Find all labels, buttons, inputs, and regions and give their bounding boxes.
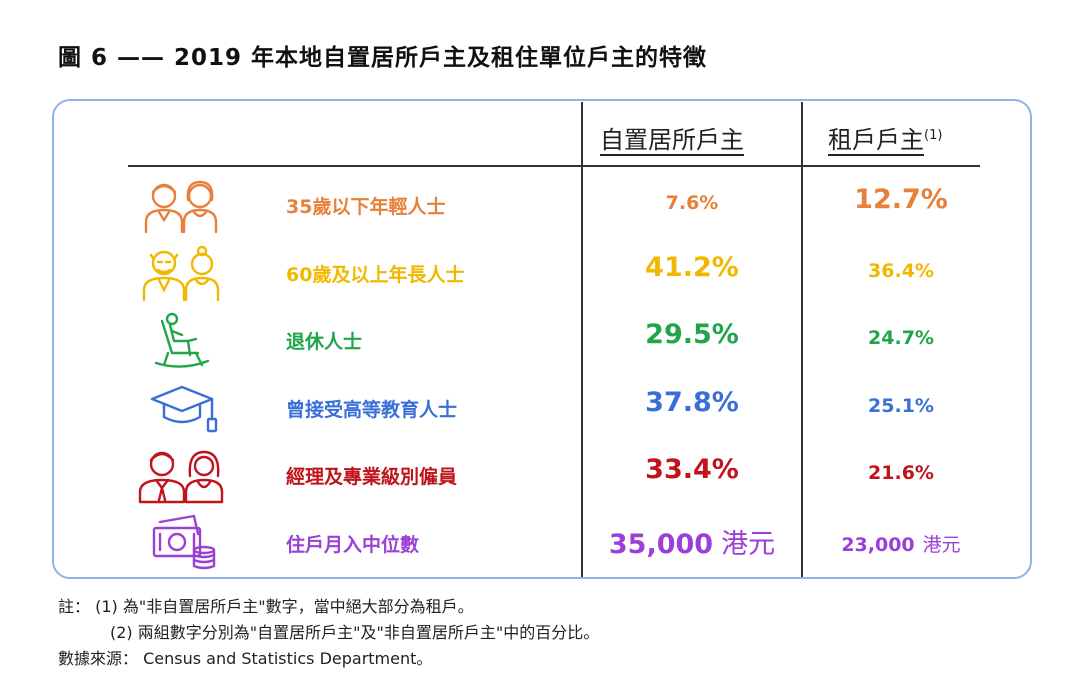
graduation-cap-icon: [132, 379, 232, 437]
footnote-1-text: (1) 為"非自置居所戶主"數字，當中絕大部分為租戶。: [95, 597, 474, 616]
owner-value-number: 37.8%: [645, 386, 739, 418]
table-panel: [52, 99, 1032, 579]
footnote-2: (2) 兩組數字分別為"自置居所戶主"及"非自置居所戶主"中的百分比。: [58, 620, 599, 646]
owner-value-number: 41.2%: [645, 251, 739, 283]
owner-value: 41.2%: [584, 252, 800, 283]
owner-value-number: 29.5%: [645, 319, 739, 351]
elderly-people-icon: [132, 244, 232, 302]
renter-value-number: 23,000: [841, 534, 915, 556]
table-row: 35歲以下年輕人士 7.6% 12.7%: [0, 172, 1080, 238]
row-label: 退休人士: [286, 331, 363, 354]
renter-value-number: 12.7%: [854, 184, 948, 215]
renter-value-number: 21.6%: [868, 462, 934, 485]
column-header-renter-label: 租戶戶主: [828, 126, 924, 154]
source-label: 數據來源：: [58, 649, 139, 668]
row-label: 經理及專業級別僱員: [286, 466, 458, 489]
column-divider-1: [581, 102, 583, 577]
page-title: 圖 6 —— 2019 年本地自置居所戶主及租住單位戶主的特徵: [58, 45, 708, 71]
rocking-chair-icon: [132, 311, 232, 369]
owner-value-unit: 港元: [721, 529, 776, 560]
footnotes: 註： (1) 為"非自置居所戶主"數字，當中絕大部分為租戶。 (2) 兩組數字分…: [58, 594, 599, 672]
renter-value-number: 24.7%: [868, 327, 934, 350]
owner-value-number: 7.6%: [665, 192, 719, 214]
row-label: 曾接受高等教育人士: [286, 398, 458, 421]
renter-value-number: 36.4%: [868, 259, 934, 282]
row-label: 60歲及以上年長人士: [286, 263, 465, 286]
owner-value: 35,000 港元: [584, 522, 800, 561]
row-label: 住戶月入中位數: [286, 534, 420, 556]
renter-value: 24.7%: [804, 327, 998, 349]
footnote-2-text: (2) 兩組數字分別為"自置居所戶主"及"非自置居所戶主"中的百分比。: [110, 623, 600, 642]
owner-value-number: 33.4%: [645, 454, 739, 486]
young-people-icon: [132, 176, 232, 234]
renter-value: 12.7%: [804, 184, 998, 215]
professionals-icon: [132, 446, 232, 504]
table-row: 住戶月入中位數 35,000 港元 23,000 港元: [0, 510, 1080, 576]
footnote-prefix: 註：: [58, 597, 91, 616]
column-header-renter: 租戶戶主(1): [828, 120, 942, 155]
renter-value: 21.6%: [804, 462, 998, 484]
source-line: 數據來源： Census and Statistics Department。: [58, 646, 599, 672]
source-text: Census and Statistics Department。: [143, 649, 433, 668]
renter-value: 36.4%: [804, 260, 998, 282]
column-header-owner-label: 自置居所戶主: [600, 126, 744, 154]
table-row: 經理及專業級別僱員 33.4% 21.6%: [0, 442, 1080, 508]
column-divider-2: [801, 102, 803, 577]
owner-value: 33.4%: [584, 454, 800, 485]
table-row: 60歲及以上年長人士 41.2% 36.4%: [0, 240, 1080, 306]
table-row: 退休人士 29.5% 24.7%: [0, 307, 1080, 373]
renter-value-number: 25.1%: [868, 394, 934, 417]
owner-value: 7.6%: [584, 192, 800, 214]
footnote-1: 註： (1) 為"非自置居所戶主"數字，當中絕大部分為租戶。: [58, 594, 599, 620]
row-label: 35歲以下年輕人士: [286, 196, 446, 218]
money-icon: [132, 514, 232, 572]
table-row: 曾接受高等教育人士 37.8% 25.1%: [0, 375, 1080, 441]
column-header-owner: 自置居所戶主: [600, 120, 744, 155]
renter-value-unit: 港元: [922, 534, 961, 556]
column-header-renter-note: (1): [924, 128, 943, 143]
owner-value-number: 35,000: [608, 529, 714, 560]
renter-value: 25.1%: [804, 395, 998, 417]
header-rule: [128, 165, 980, 167]
owner-value: 37.8%: [584, 387, 800, 418]
owner-value: 29.5%: [584, 319, 800, 350]
renter-value: 23,000 港元: [804, 530, 998, 557]
